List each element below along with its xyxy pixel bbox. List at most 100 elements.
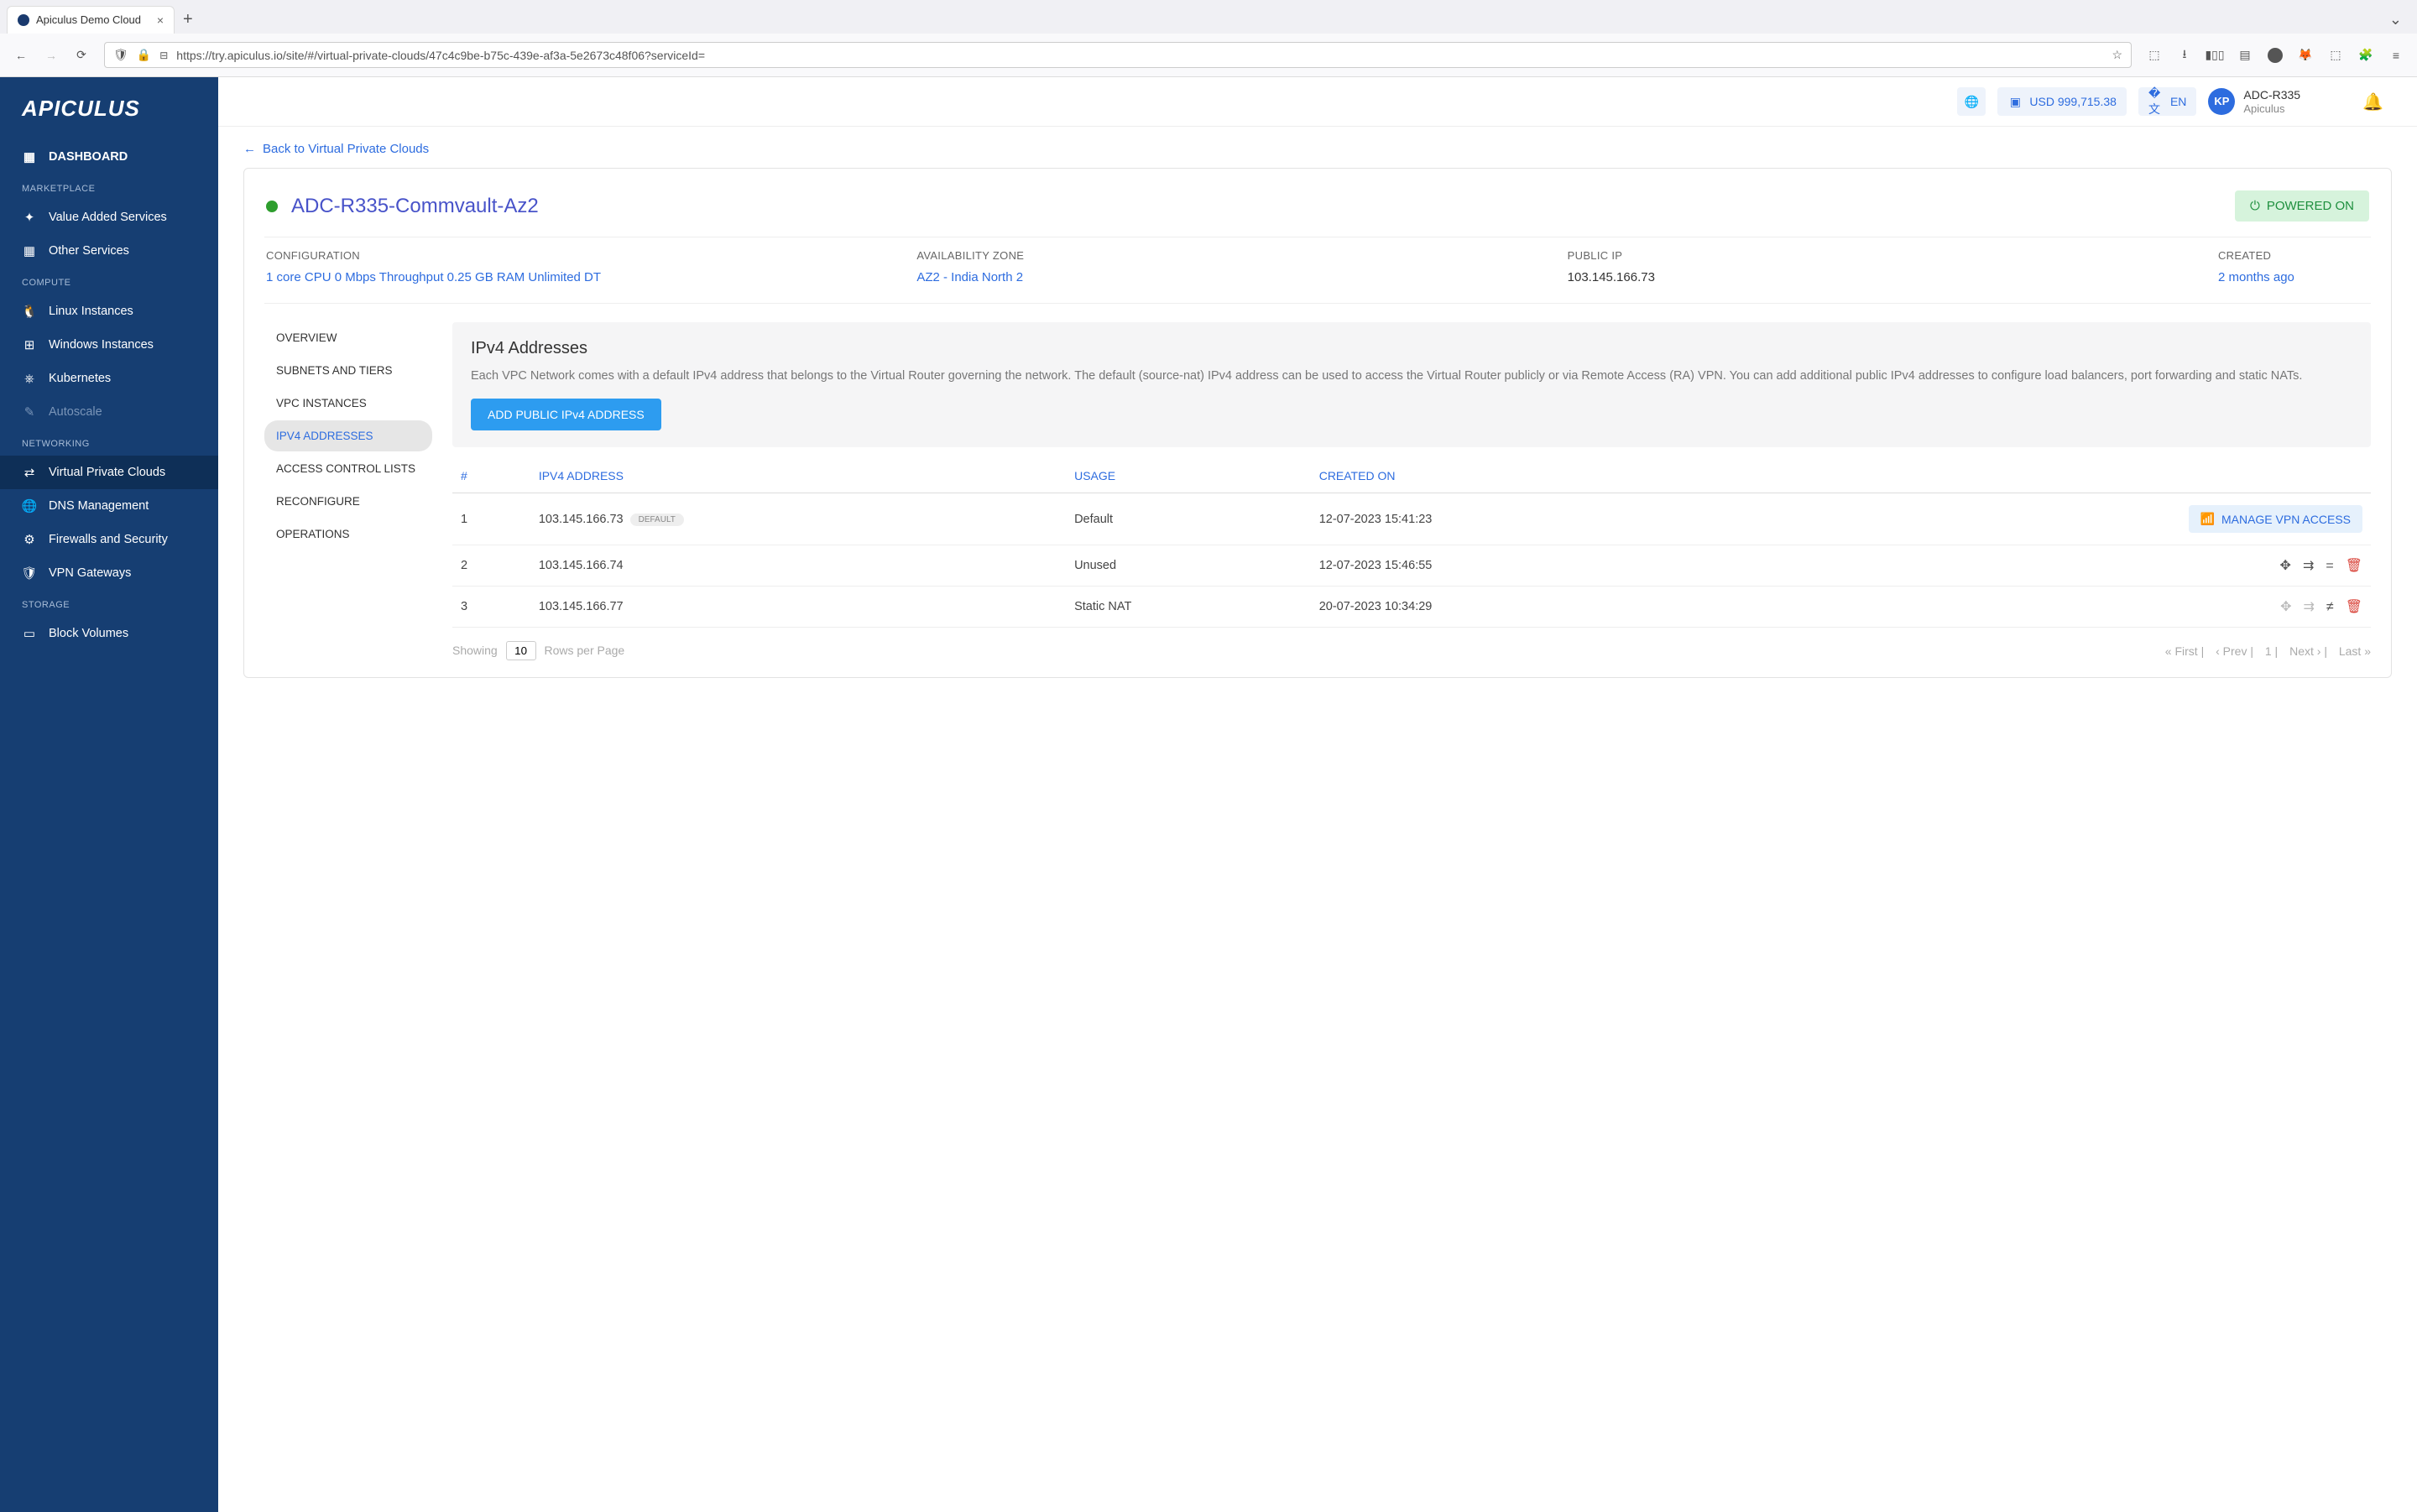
power-icon: ⏻ [2250,199,2260,213]
pager-showing: Showing [452,644,498,657]
cell-num: 3 [452,587,530,628]
power-text: POWERED ON [2267,199,2354,213]
ext1-icon[interactable] [2268,48,2283,63]
meta-az-value[interactable]: AZ2 - India North 2 [916,270,1533,284]
extensions-icon[interactable]: 🧩 [2358,48,2373,63]
ext2-icon[interactable]: ⬚ [2328,48,2343,63]
sidebar-item-dashboard[interactable]: ▦ DASHBOARD [0,140,218,174]
vas-icon: ✦ [22,210,37,225]
forward-icon: ⇉ [2304,598,2315,615]
firewall-icon: ⚙ [22,532,37,547]
balance-chip[interactable]: ▣ USD 999,715.38 [1997,87,2127,116]
th-ip[interactable]: IPV4 ADDRESS [530,459,1066,493]
sidebar-header-marketplace: MARKETPLACE [0,174,218,201]
back-icon[interactable]: ← [13,48,29,63]
status-dot-icon [266,201,278,212]
subnav-item[interactable]: RECONFIGURE [264,486,432,517]
cell-num: 1 [452,493,530,545]
pager-page: 1 [2265,644,2272,658]
sidebar-item-block[interactable]: ▭Block Volumes [0,617,218,650]
delete-icon[interactable]: 🗑 [2346,557,2362,574]
bell-icon[interactable]: 🔔 [2362,91,2383,112]
url-text: https://try.apiculus.io/site/#/virtual-p… [176,49,2103,62]
th-created[interactable]: CREATED ON [1311,459,1740,493]
wallet-icon: ▣ [2007,94,2023,109]
download-icon[interactable]: ⭳ [2177,48,2192,63]
subnav-item[interactable]: VPC INSTANCES [264,388,432,419]
url-bar[interactable]: 🛡 🔒 ⊟ https://try.apiculus.io/site/#/vir… [104,42,2132,68]
equal-icon[interactable]: = [2326,559,2333,574]
sidebar-item-k8s[interactable]: ⎈ Kubernetes [0,362,218,395]
sidebar-item-dns[interactable]: 🌐DNS Management [0,489,218,523]
vpc-card: ADC-R335-Commvault-Az2 ⏻ POWERED ON CONF… [243,168,2392,678]
panel: IPv4 Addresses Each VPC Network comes wi… [452,322,2371,660]
sidebar-header-networking: NETWORKING [0,429,218,456]
pager-last[interactable]: Last » [2339,644,2371,658]
delete-icon[interactable]: 🗑 [2346,598,2362,615]
subnav-item[interactable]: ACCESS CONTROL LISTS [264,453,432,484]
shield-icon: 🛡 [22,566,37,581]
table-row: 3103.145.166.77Static NAT20-07-2023 10:3… [452,587,2371,628]
language-text: EN [2170,95,2186,108]
arrow-left-icon: ← [243,142,256,156]
subnav-item[interactable]: OVERVIEW [264,322,432,353]
user-info: ADC-R335 Apiculus [2243,88,2300,115]
meta-ip-label: PUBLIC IP [1568,249,2185,262]
meta-created-label: CREATED [2218,249,2369,262]
back-link[interactable]: ← Back to Virtual Private Clouds [243,142,429,156]
sidebar-item-vas[interactable]: ✦Value Added Services [0,201,218,234]
kubernetes-icon: ⎈ [22,371,37,386]
title-row: ADC-R335-Commvault-Az2 ⏻ POWERED ON [264,185,2371,237]
reload-icon[interactable]: ⟳ [74,48,89,63]
sidebar-label: Kubernetes [49,372,111,385]
browser-tab[interactable]: Apiculus Demo Cloud × [7,6,175,34]
meta-config-label: CONFIGURATION [266,249,883,262]
meta-az-label: AVAILABILITY ZONE [916,249,1533,262]
main: 🌐 ▣ USD 999,715.38 �文 EN KP ADC-R335 Api… [218,77,2417,1512]
sidebar-item-windows[interactable]: ⊞Windows Instances [0,328,218,362]
th-num[interactable]: # [452,459,530,493]
pager-first[interactable]: « First [2165,644,2198,658]
dashboard-icon: ▦ [22,149,37,164]
subnav-item[interactable]: SUBNETS AND TIERS [264,355,432,386]
forward-icon[interactable]: → [44,48,59,63]
manage-vpn-button[interactable]: 📶MANAGE VPN ACCESS [2189,505,2362,533]
sidebar-item-vpn[interactable]: 🛡VPN Gateways [0,556,218,590]
tabs-dropdown-icon[interactable]: ⌄ [2389,11,2410,29]
metamask-icon[interactable]: 🦊 [2298,48,2313,63]
meta-ip-value: 103.145.166.73 [1568,270,2185,284]
sidebar-label: Autoscale [49,405,102,419]
forward-icon[interactable]: ⇉ [2303,557,2314,574]
pager-next[interactable]: Next › [2289,644,2320,658]
globe-button[interactable]: 🌐 [1957,87,1986,116]
sidebar-header-compute: COMPUTE [0,268,218,295]
sidebar-item-linux[interactable]: 🐧Linux Instances [0,295,218,328]
rows-per-page-input[interactable] [506,641,536,660]
add-ip-button[interactable]: ADD PUBLIC IPv4 ADDRESS [471,399,661,430]
sidebar-item-other[interactable]: ▦Other Services [0,234,218,268]
menu-icon[interactable]: ≡ [2388,48,2404,63]
star-icon[interactable]: ☆ [2112,48,2122,62]
move-icon[interactable]: ✥ [2280,557,2291,574]
pocket-icon[interactable]: ⬚ [2147,48,2162,63]
sidebar-item-autoscale[interactable]: ✎Autoscale [0,395,218,429]
sidebar-item-firewalls[interactable]: ⚙Firewalls and Security [0,523,218,556]
language-chip[interactable]: �文 EN [2138,87,2196,116]
pager-prev[interactable]: ‹ Prev [2216,644,2247,658]
subnav-item[interactable]: OPERATIONS [264,519,432,550]
subnav-item[interactable]: IPV4 ADDRESSES [264,420,432,451]
new-tab-button[interactable]: + [183,10,193,29]
meta-config-value[interactable]: 1 core CPU 0 Mbps Throughput 0.25 GB RAM… [266,270,883,284]
cell-actions: 📶MANAGE VPN ACCESS [1740,493,2371,545]
notequal-icon[interactable]: ≠ [2326,600,2334,615]
power-badge: ⏻ POWERED ON [2235,190,2369,222]
cell-ip: 103.145.166.77 [530,587,1066,628]
tab-close-icon[interactable]: × [157,13,164,27]
meta-row: CONFIGURATION 1 core CPU 0 Mbps Throughp… [264,237,2371,304]
th-usage[interactable]: USAGE [1066,459,1311,493]
user-menu[interactable]: KP ADC-R335 Apiculus [2208,88,2300,115]
reader-icon[interactable]: ▤ [2237,48,2253,63]
sidebar-item-vpc[interactable]: ⇄Virtual Private Clouds [0,456,218,489]
library-icon[interactable]: ▮▯▯ [2207,48,2222,63]
vpn-icon: 📶 [2200,512,2215,526]
